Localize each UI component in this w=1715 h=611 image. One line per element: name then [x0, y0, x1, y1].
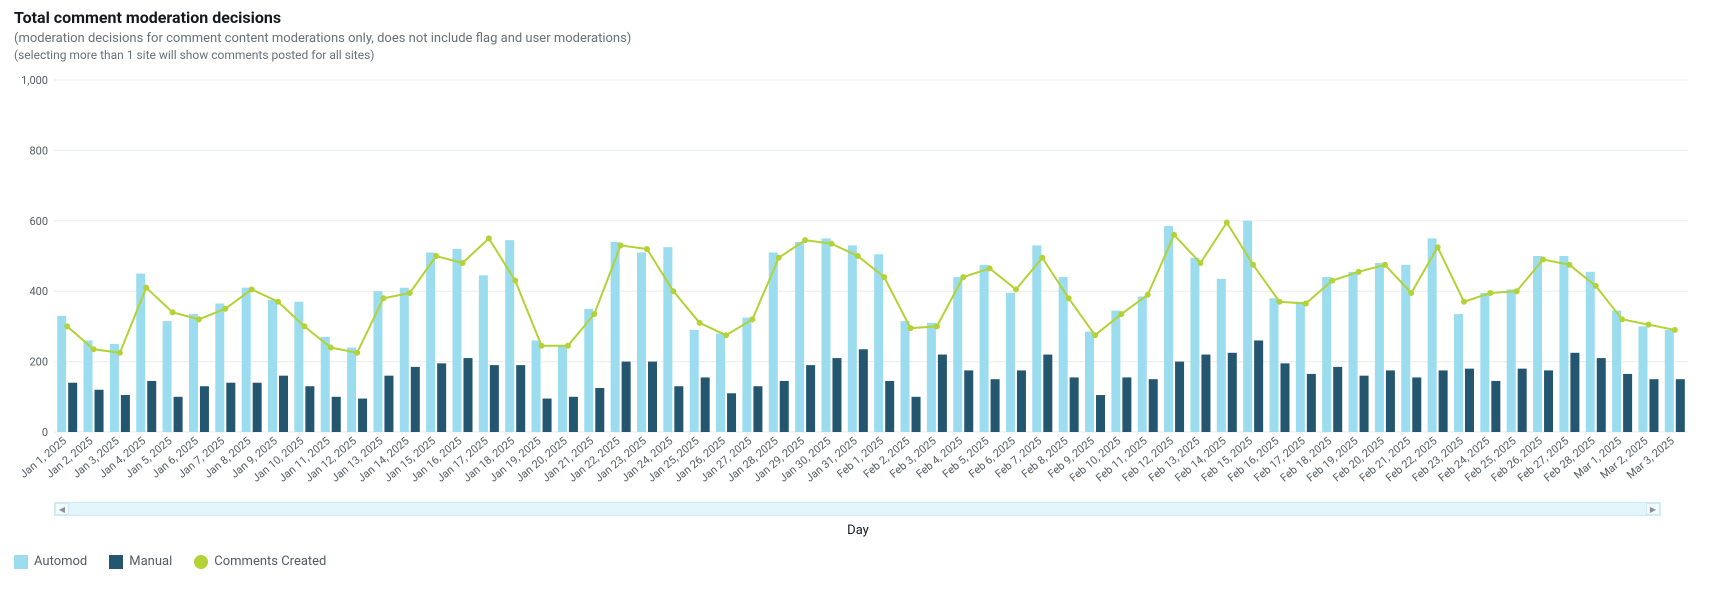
- legend-swatch-automod: [14, 555, 28, 569]
- svg-text:200: 200: [29, 356, 48, 369]
- legend-label-comments: Comments Created: [214, 554, 326, 569]
- moderation-chart: 02004006008001,000Jan 1, 2025Jan 2, 2025…: [14, 72, 1702, 502]
- svg-text:800: 800: [29, 144, 48, 157]
- chart-legend: Automod Manual Comments Created: [14, 554, 1701, 569]
- chart-subtitle: (moderation decisions for comment conten…: [14, 31, 1701, 46]
- svg-text:600: 600: [29, 215, 48, 228]
- svg-text:0: 0: [42, 426, 48, 439]
- chart-note: (selecting more than 1 site will show co…: [14, 48, 1701, 62]
- legend-label-manual: Manual: [129, 554, 172, 569]
- x-axis-title: Day: [847, 523, 869, 538]
- legend-swatch-manual: [109, 555, 123, 569]
- svg-text:1,000: 1,000: [21, 74, 48, 87]
- chart-title: Total comment moderation decisions: [14, 8, 1701, 27]
- legend-swatch-comments: [194, 555, 208, 569]
- chart-scrollbar[interactable]: ◀ ▶: [54, 502, 1661, 516]
- legend-item-comments[interactable]: Comments Created: [194, 554, 326, 569]
- chart-header: Total comment moderation decisions (mode…: [14, 8, 1701, 62]
- legend-label-automod: Automod: [34, 554, 87, 569]
- chart-container: 02004006008001,000Jan 1, 2025Jan 2, 2025…: [14, 72, 1701, 544]
- scroll-left-button[interactable]: ◀: [55, 503, 69, 515]
- legend-item-automod[interactable]: Automod: [14, 554, 87, 569]
- legend-item-manual[interactable]: Manual: [109, 554, 172, 569]
- x-axis-title-area: Day: [14, 516, 1702, 544]
- svg-text:400: 400: [29, 285, 48, 298]
- scroll-right-button[interactable]: ▶: [1646, 503, 1660, 515]
